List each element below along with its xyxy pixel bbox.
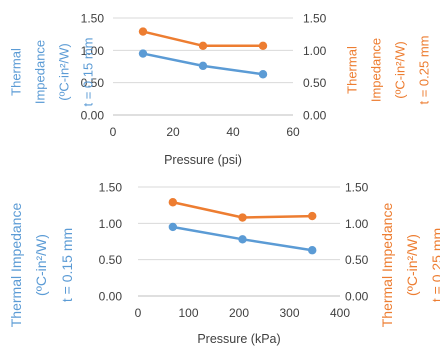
x-tick-label: 60 [286, 125, 300, 139]
y-right-axis-title-line: (ºC-in²/W) [393, 41, 408, 98]
data-point-t015 [138, 49, 148, 58]
y-right-axis-title-line: t = 0.25 mm [417, 36, 432, 105]
y-right-axis-title-line: t = 0.25 mm [429, 228, 440, 302]
data-point-t025 [258, 41, 268, 51]
y-left-tick-label: 0.00 [99, 290, 123, 304]
y-left-axis-title-line: t = 0.15 mm [59, 228, 75, 302]
x-tick-label: 200 [229, 306, 249, 320]
y-left-axis-title-line: Thermal Impedance [8, 203, 24, 328]
y-right-tick-label: 1.50 [345, 181, 369, 195]
data-point-t025 [138, 27, 148, 36]
y-left-axis-title-line: (ºC-in²/W) [57, 43, 72, 100]
y-left-axis-title-line: Thermal [9, 48, 24, 96]
y-right-tick-label: 1.00 [303, 44, 327, 58]
y-right-axis-title-line: Thermal Impedance [379, 203, 395, 328]
y-left-axis-title-line: t = 0.15 mm [81, 38, 96, 107]
x-tick-label: 100 [178, 306, 198, 320]
x-tick-label: 0 [110, 125, 117, 139]
x-axis-title: Pressure (kPa) [197, 332, 280, 346]
x-tick-label: 300 [279, 306, 299, 320]
data-point-t015 [198, 61, 208, 71]
y-right-tick-label: 0.50 [345, 253, 369, 267]
y-right-tick-label: 0.00 [303, 109, 327, 123]
y-left-tick-label: 0.50 [99, 253, 123, 267]
y-left-tick-label: 1.00 [99, 217, 123, 231]
y-right-axis-title-line: (ºC-in²/W) [404, 234, 420, 296]
y-right-tick-label: 0.00 [345, 290, 369, 304]
y-right-axis-title-line: Impedance [369, 38, 384, 102]
x-tick-label: 20 [166, 125, 180, 139]
data-point-t025 [308, 211, 317, 221]
data-point-t025 [198, 41, 208, 51]
y-left-axis-title-line: Impedance [33, 40, 48, 104]
y-left-tick-label: 1.00 [81, 44, 105, 58]
y-right-tick-label: 1.50 [303, 12, 327, 26]
y-right-tick-label: 0.50 [303, 76, 327, 90]
y-left-tick-label: 1.50 [81, 12, 105, 26]
data-point-t015 [238, 235, 247, 244]
data-point-t025 [238, 213, 247, 222]
data-point-t025 [168, 198, 178, 207]
y-left-axis-title-line: (ºC-in²/W) [33, 234, 49, 296]
y-left-tick-label: 0.50 [81, 76, 105, 90]
data-point-t015 [168, 222, 178, 232]
y-left-tick-label: 0.00 [81, 109, 105, 123]
y-right-axis-title-line: Thermal [345, 46, 360, 94]
data-point-t015 [308, 246, 317, 255]
y-left-tick-label: 1.50 [99, 181, 123, 195]
x-axis-title: Pressure (psi) [164, 153, 242, 167]
x-tick-label: 400 [330, 306, 350, 320]
data-point-t015 [258, 70, 268, 79]
x-tick-label: 0 [135, 306, 142, 320]
x-tick-label: 40 [226, 125, 240, 139]
y-right-tick-label: 1.00 [345, 217, 369, 231]
